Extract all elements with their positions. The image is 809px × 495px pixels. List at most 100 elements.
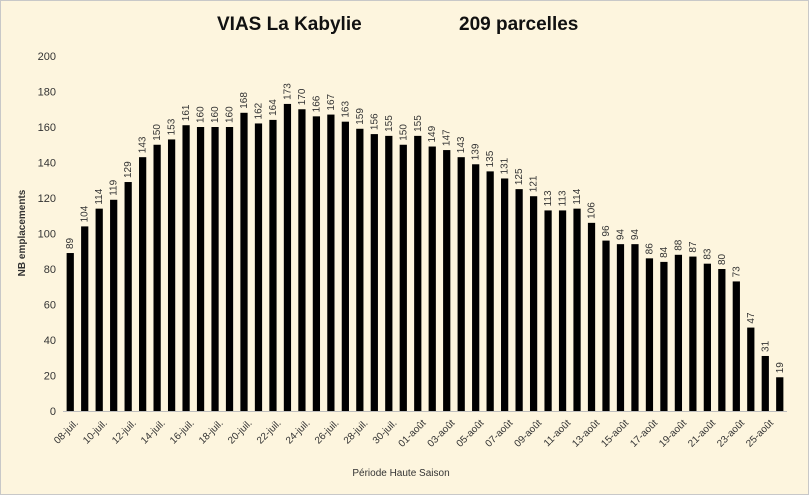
- bar: [587, 222, 596, 411]
- data-label: 167: [326, 93, 337, 110]
- data-label: 121: [529, 175, 540, 192]
- bar: [660, 261, 668, 411]
- x-tick-label: 18-juil.: [197, 418, 226, 447]
- bar: [501, 178, 509, 411]
- data-label: 114: [572, 188, 583, 204]
- x-tick-label: 12-juil.: [110, 418, 139, 447]
- y-tick-label: 40: [44, 335, 56, 347]
- data-label: 94: [615, 229, 626, 241]
- bar: [283, 103, 292, 412]
- bar: [761, 355, 769, 411]
- bar: [356, 128, 364, 411]
- bar: [211, 127, 219, 411]
- y-tick-label: 200: [38, 51, 56, 63]
- bar: [776, 377, 784, 411]
- bar: [182, 125, 190, 411]
- data-label: 113: [543, 190, 554, 206]
- data-label: 143: [456, 136, 467, 153]
- bar: [341, 121, 349, 412]
- y-tick-label: 160: [38, 122, 56, 134]
- data-label: 88: [673, 239, 684, 251]
- bar: [486, 171, 494, 411]
- bar: [269, 119, 277, 412]
- data-label: 80: [717, 253, 728, 265]
- data-label: 170: [297, 88, 308, 105]
- data-label: 149: [427, 125, 438, 142]
- data-label: 160: [210, 106, 221, 123]
- bar: [443, 150, 451, 411]
- x-tick-label: 05-août: [455, 418, 487, 450]
- bar: [124, 182, 132, 411]
- data-label: 135: [485, 150, 496, 167]
- data-label: 155: [384, 115, 395, 132]
- bar: [139, 157, 147, 411]
- bar: [240, 112, 248, 412]
- bar: [399, 144, 407, 411]
- x-tick-label: 03-août: [426, 418, 458, 450]
- data-label: 106: [587, 202, 598, 219]
- data-label: 129: [123, 161, 134, 178]
- bar: [167, 139, 176, 412]
- bar: [529, 196, 538, 411]
- bar: [602, 240, 610, 411]
- x-axis-title: Période Haute Saison: [352, 468, 449, 479]
- bar: [689, 256, 697, 411]
- x-tick-label: 01-août: [397, 418, 429, 450]
- data-label: 161: [181, 104, 192, 121]
- x-tick-label: 26-juil.: [313, 418, 342, 447]
- x-tick-label: 17-août: [628, 418, 660, 450]
- bar: [95, 208, 103, 411]
- data-label: 160: [196, 106, 207, 123]
- x-tick-label: 10-juil.: [81, 418, 110, 447]
- data-label: 143: [138, 136, 149, 153]
- data-label: 173: [282, 83, 293, 100]
- data-label: 86: [644, 243, 655, 255]
- data-label: 156: [369, 113, 380, 130]
- data-label: 31: [760, 340, 771, 352]
- bar: [703, 263, 711, 411]
- bar: [385, 135, 393, 411]
- bar: [747, 327, 755, 411]
- x-tick-label: 23-août: [715, 418, 747, 450]
- x-tick-label: 28-juil.: [342, 418, 371, 447]
- data-label: 162: [253, 102, 264, 119]
- y-tick-label: 140: [38, 158, 56, 170]
- y-tick-label: 20: [44, 371, 56, 383]
- bar: [558, 210, 567, 411]
- x-tick-label: 22-juil.: [255, 418, 284, 447]
- y-axis-title: NB emplacements: [17, 189, 28, 276]
- data-label: 104: [80, 205, 91, 222]
- x-tick-label: 13-août: [570, 418, 602, 450]
- chart-subtitle-text: 209 parcelles: [459, 14, 579, 35]
- data-label: 159: [355, 108, 366, 125]
- x-tick-label: 30-juil.: [371, 418, 400, 447]
- bar: [674, 254, 683, 411]
- data-label: 94: [630, 229, 641, 241]
- data-label: 114: [94, 188, 105, 204]
- data-label: 163: [340, 101, 351, 118]
- data-label: 125: [514, 168, 525, 185]
- bar: [631, 244, 639, 411]
- y-tick-label: 80: [44, 264, 56, 276]
- x-tick-label: 25-août: [744, 418, 776, 450]
- bar: [457, 157, 465, 411]
- data-label: 19: [775, 362, 786, 374]
- data-label: 168: [239, 92, 250, 109]
- bar: [414, 135, 422, 411]
- bar: [110, 199, 118, 411]
- bar: [327, 114, 335, 411]
- x-tick-label: 14-juil.: [139, 418, 168, 447]
- bar: [718, 269, 726, 411]
- bar: [312, 116, 321, 411]
- chart-title-text: VIAS La Kabylie: [217, 14, 362, 35]
- data-label: 87: [688, 241, 699, 253]
- data-label: 84: [659, 246, 670, 258]
- data-label: 47: [746, 312, 757, 324]
- x-tick-label: 16-juil.: [168, 418, 197, 447]
- data-label: 83: [702, 248, 713, 260]
- data-label: 150: [152, 124, 163, 141]
- bar: [153, 144, 161, 411]
- y-tick-label: 0: [50, 406, 56, 418]
